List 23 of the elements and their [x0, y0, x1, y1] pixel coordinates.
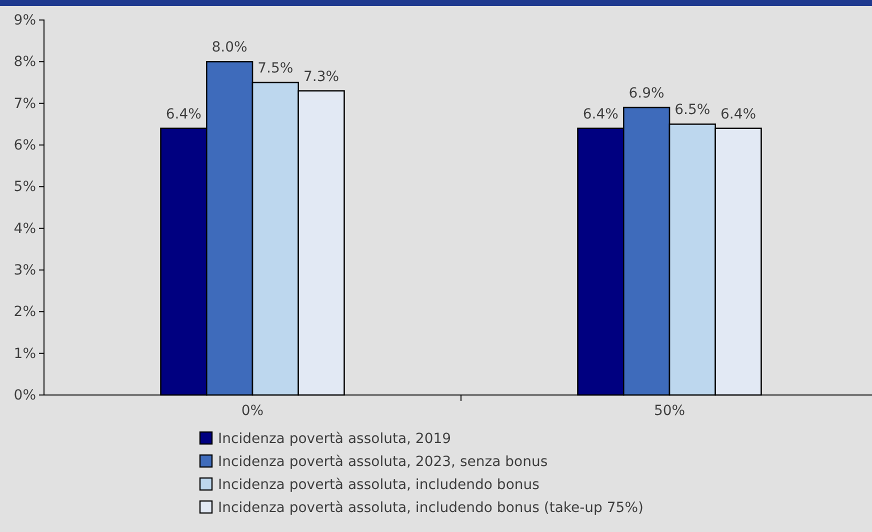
data-label: 6.4% — [720, 106, 756, 122]
y-tick-label: 2% — [14, 304, 36, 320]
legend-label: Incidenza povertà assoluta, 2019 — [218, 430, 452, 447]
data-label: 6.4% — [582, 106, 618, 122]
data-label: 6.4% — [166, 106, 202, 122]
x-tick-label: 50% — [654, 402, 686, 419]
legend-label: Incidenza povertà assoluta, includendo bonus — [218, 476, 540, 493]
y-tick-label: 0% — [14, 387, 36, 404]
y-tick-label: 8% — [14, 54, 36, 70]
legend-label: Incidenza povertà assoluta, includendo bonus (take-up 75%) — [218, 500, 644, 516]
data-label: 6.5% — [674, 102, 710, 118]
y-tick-label: 6% — [14, 137, 36, 154]
data-label: 6.9% — [628, 86, 664, 102]
y-tick-label: 3% — [14, 262, 36, 278]
data-label: 7.3% — [304, 68, 340, 85]
y-tick-label: 4% — [14, 220, 36, 237]
y-tick-label: 1% — [14, 346, 36, 362]
legend-label: Incidenza povertà assoluta, 2023, senza bonus — [218, 454, 548, 470]
data-label: 7.5% — [258, 60, 294, 76]
data-label: 8.0% — [212, 40, 248, 56]
y-tick-label: 7% — [14, 96, 36, 112]
y-tick-label: 5% — [14, 179, 36, 196]
y-tick-label: 9% — [14, 12, 36, 28]
